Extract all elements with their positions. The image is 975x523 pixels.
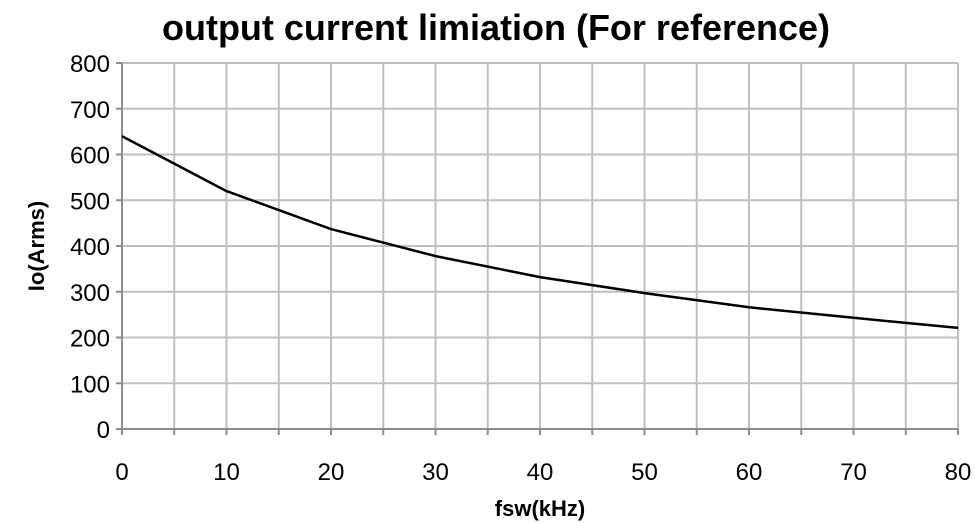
y-tick-label: 500 xyxy=(70,188,110,215)
y-tick-label: 800 xyxy=(70,51,110,78)
x-tick-label: 30 xyxy=(422,459,449,486)
x-tick-label: 60 xyxy=(736,459,763,486)
x-tick-label: 20 xyxy=(318,459,345,486)
y-tick-label: 400 xyxy=(70,234,110,261)
x-axis-label: fsw(kHz) xyxy=(495,496,585,521)
grid xyxy=(122,62,959,429)
x-tick-labels: 0 10 20 30 40 50 60 70 80 xyxy=(115,459,971,486)
y-tick-labels: 0 100 200 300 400 500 600 700 800 xyxy=(70,51,110,444)
x-tick-label: 40 xyxy=(527,459,554,486)
chart-title: output current limiation (For reference) xyxy=(162,7,830,48)
axes xyxy=(116,62,959,435)
y-axis-label: Io(Arms) xyxy=(24,201,49,291)
y-tick-label: 200 xyxy=(70,326,110,353)
y-tick-label: 0 xyxy=(97,417,110,444)
y-tick-label: 100 xyxy=(70,371,110,398)
x-tick-label: 50 xyxy=(631,459,658,486)
x-tick-label: 80 xyxy=(945,459,972,486)
series-line xyxy=(121,135,959,330)
y-tick-label: 300 xyxy=(70,280,110,307)
series-group xyxy=(121,135,959,330)
x-tick-label: 10 xyxy=(213,459,240,486)
x-tick-label: 0 xyxy=(115,459,128,486)
y-tick-label: 700 xyxy=(70,97,110,124)
x-tick-label: 70 xyxy=(840,459,867,486)
y-tick-label: 600 xyxy=(70,143,110,170)
